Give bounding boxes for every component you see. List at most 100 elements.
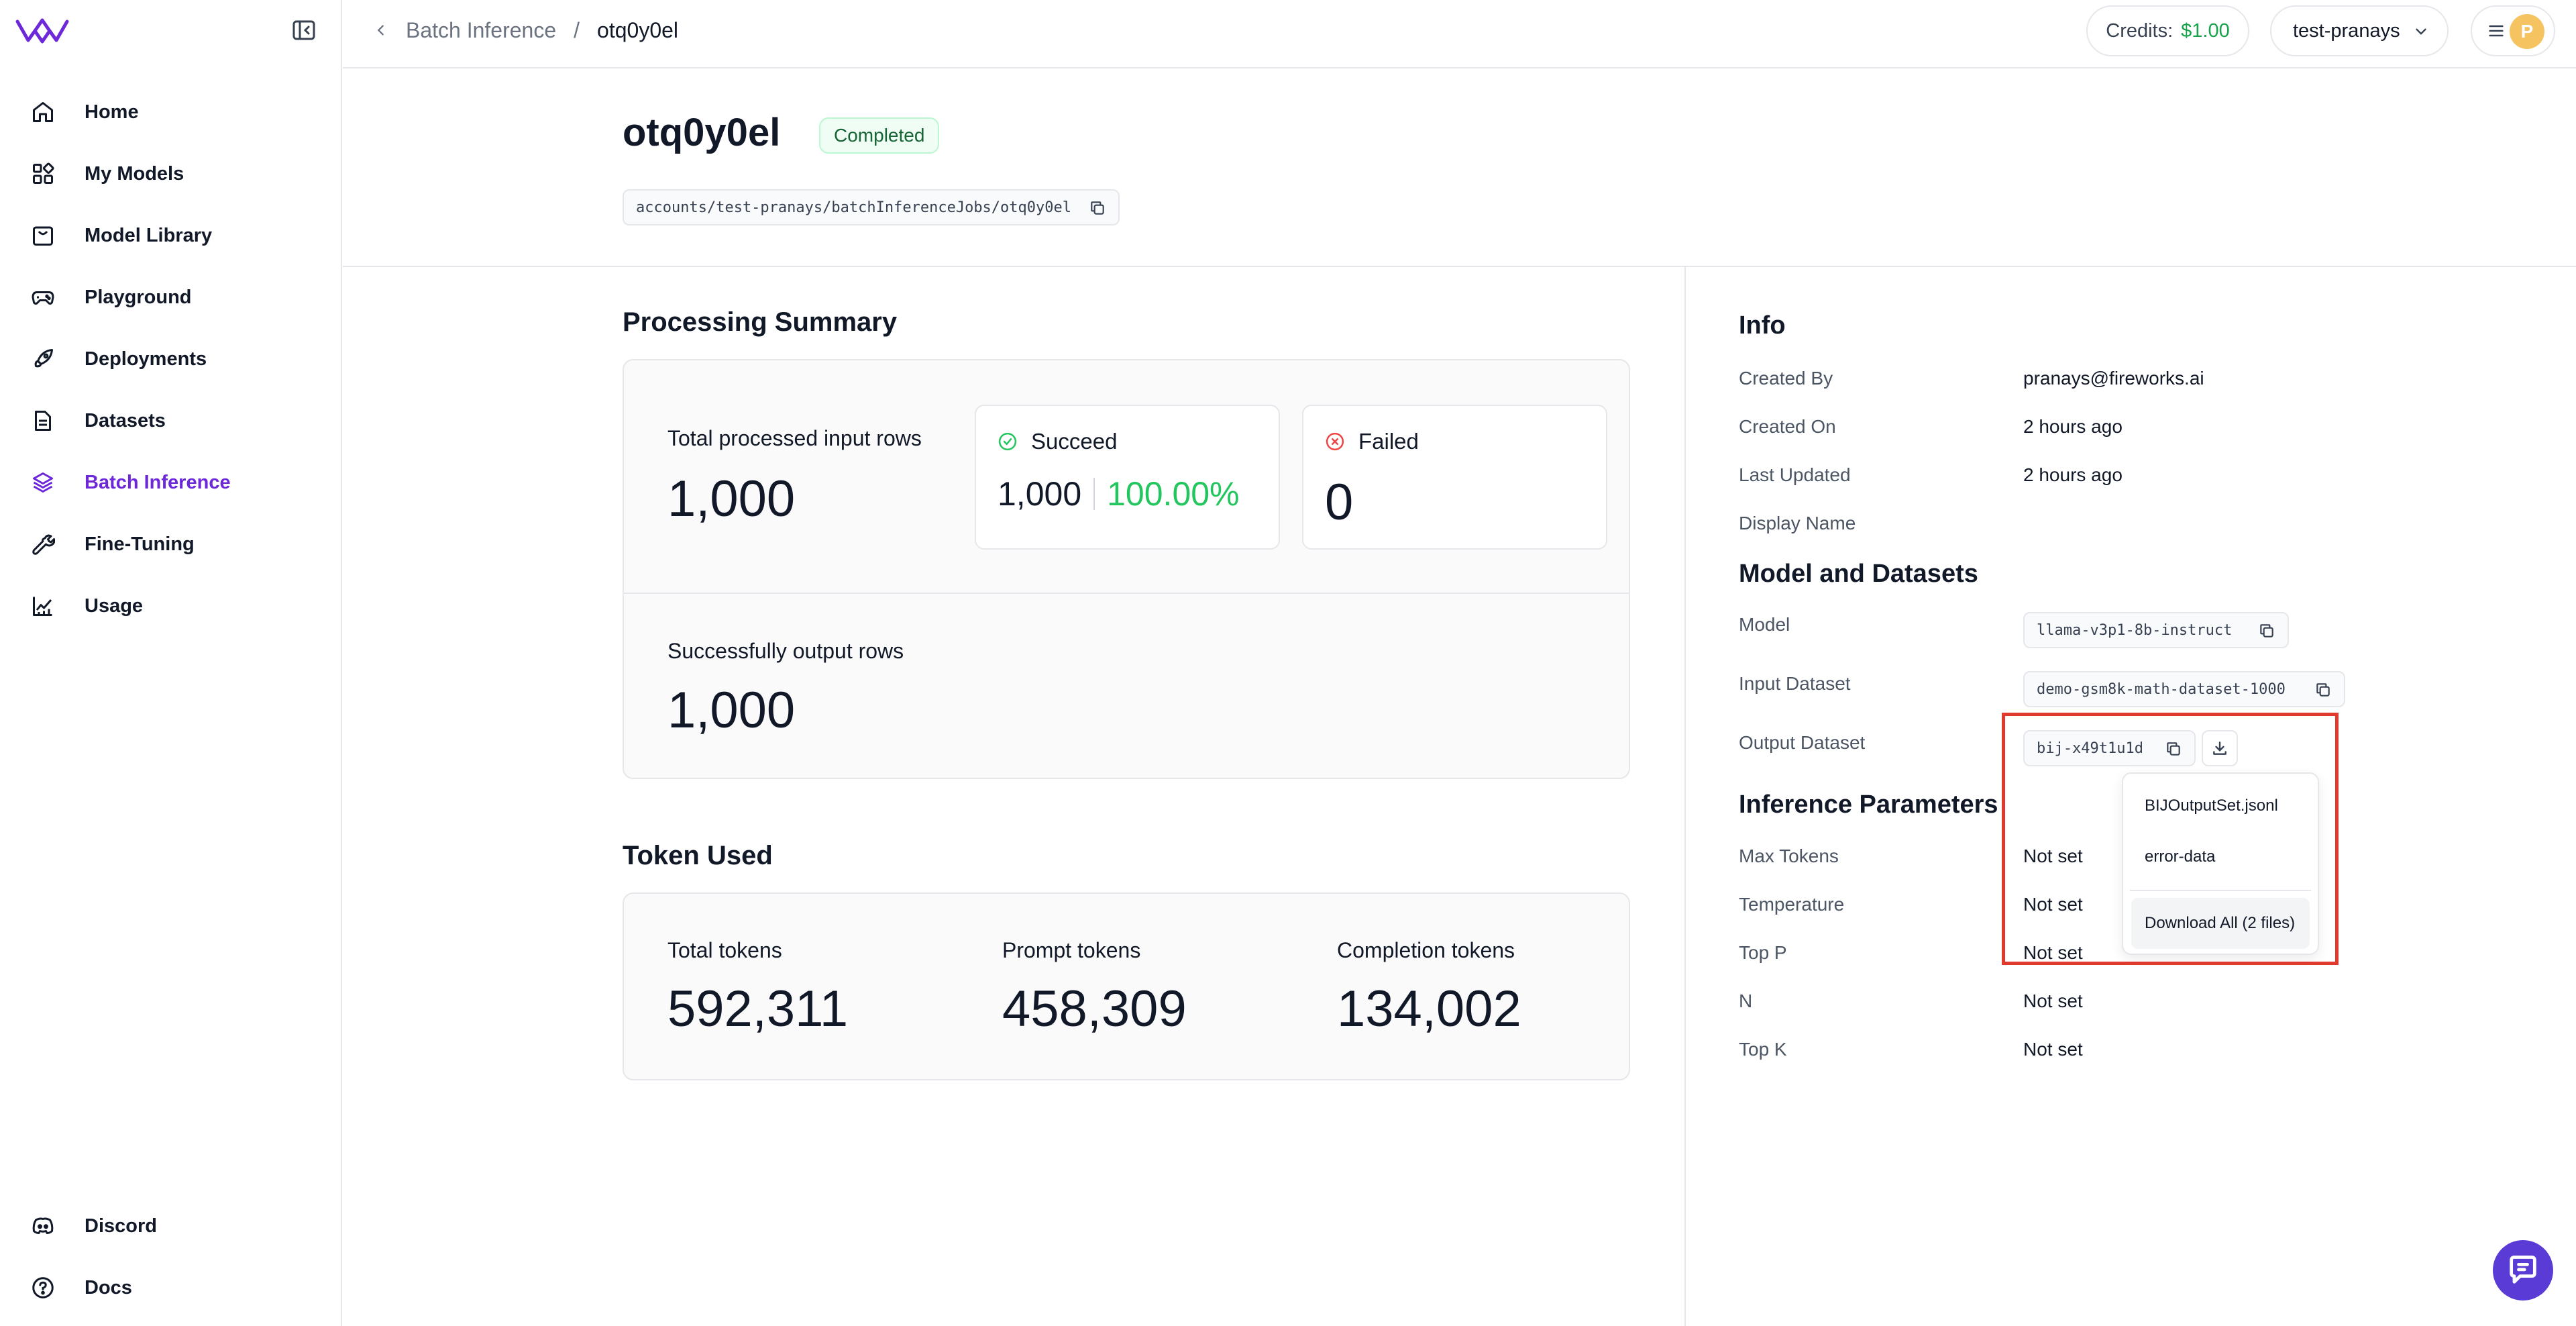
created-on-value: 2 hours ago <box>2023 416 2123 437</box>
succeed-percentage: 100.00% <box>1107 475 1240 513</box>
sidebar-item-playground[interactable]: Playground <box>0 266 342 328</box>
credits-button[interactable]: Credits: $1.00 <box>2086 5 2249 56</box>
sidebar-item-my-models[interactable]: My Models <box>0 143 342 205</box>
max-tokens-label: Max Tokens <box>1739 846 1839 866</box>
credits-value: $1.00 <box>2181 19 2230 42</box>
top-bar: Batch Inference / otq0y0el Credits: $1.0… <box>343 0 2576 68</box>
account-selector[interactable]: test-pranays <box>2270 5 2449 56</box>
sidebar-item-label: Discord <box>85 1215 157 1237</box>
chart-icon <box>30 593 56 619</box>
total-tokens-value: 592,311 <box>667 980 849 1037</box>
dropdown-item-output-file[interactable]: BIJOutputSet.jsonl <box>2145 797 2278 815</box>
token-used-title: Token Used <box>623 841 773 870</box>
fireworks-logo[interactable] <box>15 15 70 46</box>
token-used-card: Total tokens 592,311 Prompt tokens 458,3… <box>623 892 1630 1080</box>
n-value: Not set <box>2023 990 2083 1011</box>
sidebar-item-batch-inference[interactable]: Batch Inference <box>0 452 342 513</box>
download-button[interactable] <box>2202 730 2238 766</box>
sidebar-item-docs[interactable]: Docs <box>0 1257 342 1319</box>
copy-icon[interactable] <box>1089 199 1106 217</box>
support-chat-button[interactable] <box>2493 1240 2553 1300</box>
back-chevron-icon[interactable] <box>370 19 392 42</box>
dropdown-item-error-data[interactable]: error-data <box>2145 848 2216 866</box>
temperature-value: Not set <box>2023 894 2083 915</box>
processing-summary-card: Total processed input rows 1,000 Succeed… <box>623 359 1630 779</box>
inference-params-title: Inference Parameters <box>1739 790 1998 819</box>
copy-icon[interactable] <box>2258 622 2275 640</box>
chevron-down-icon <box>2416 28 2426 35</box>
input-dataset-label: Input Dataset <box>1739 673 1851 694</box>
total-rows-value: 1,000 <box>667 470 796 527</box>
help-icon <box>30 1274 56 1301</box>
home-icon <box>30 99 56 125</box>
credits-label: Credits: <box>2106 19 2174 42</box>
sidebar-item-label: Datasets <box>85 409 166 431</box>
job-header: otq0y0el Completed accounts/test-pranays… <box>343 68 2576 267</box>
input-dataset-chip: demo-gsm8k-math-dataset-1000 <box>2023 671 2345 707</box>
sidebar-item-label: Home <box>85 101 139 123</box>
download-dropdown-menu: BIJOutputSet.jsonl error-data Download A… <box>2122 772 2319 955</box>
sidebar-item-fine-tuning[interactable]: Fine-Tuning <box>0 513 342 575</box>
account-name: test-pranays <box>2293 19 2400 42</box>
wrench-icon <box>30 531 56 558</box>
chat-icon <box>2510 1256 2536 1284</box>
discord-icon <box>30 1213 56 1239</box>
resource-path: accounts/test-pranays/batchInferenceJobs… <box>623 189 1120 225</box>
failed-card: Failed 0 <box>1302 405 1607 550</box>
created-by-value: pranays@fireworks.ai <box>2023 368 2204 389</box>
model-value: llama-v3p1-8b-instruct <box>2037 621 2233 639</box>
output-rows-label: Successfully output rows <box>667 639 904 663</box>
sidebar: Home My Models Model Library Playground … <box>0 0 342 1326</box>
user-menu-button[interactable]: P <box>2471 5 2555 56</box>
right-panel-divider <box>1684 267 1686 1326</box>
rocket-icon <box>30 346 56 372</box>
processing-summary-title: Processing Summary <box>623 307 898 337</box>
prompt-tokens-label: Prompt tokens <box>1002 938 1141 962</box>
sidebar-item-usage[interactable]: Usage <box>0 575 342 637</box>
sidebar-item-label: Docs <box>85 1276 132 1298</box>
top-p-label: Top P <box>1739 942 1787 963</box>
output-dataset-value: bij-x49t1u1d <box>2037 740 2143 757</box>
sidebar-item-model-library[interactable]: Model Library <box>0 205 342 266</box>
sidebar-bottom-nav: Discord Docs <box>0 1195 342 1319</box>
resource-path-text: accounts/test-pranays/batchInferenceJobs… <box>636 199 1072 216</box>
sidebar-item-label: Deployments <box>85 348 207 370</box>
sidebar-item-label: Batch Inference <box>85 471 231 493</box>
output-rows-value: 1,000 <box>667 682 796 739</box>
display-name-label: Display Name <box>1739 513 1856 533</box>
hamburger-menu-icon <box>2489 25 2504 37</box>
page-title: otq0y0el <box>623 111 781 154</box>
sidebar-item-home[interactable]: Home <box>0 81 342 143</box>
sidebar-item-deployments[interactable]: Deployments <box>0 328 342 390</box>
sidebar-item-datasets[interactable]: Datasets <box>0 390 342 452</box>
top-k-value: Not set <box>2023 1039 2083 1060</box>
sidebar-item-discord[interactable]: Discord <box>0 1195 342 1257</box>
created-by-label: Created By <box>1739 368 1833 389</box>
temperature-label: Temperature <box>1739 894 1845 915</box>
collapse-sidebar-icon[interactable] <box>292 19 316 41</box>
top-p-value: Not set <box>2023 942 2083 963</box>
copy-icon[interactable] <box>2165 740 2182 758</box>
output-dataset-label: Output Dataset <box>1739 732 1866 753</box>
card-divider <box>624 593 1629 594</box>
divider <box>1093 478 1095 510</box>
breadcrumb-parent-link[interactable]: Batch Inference <box>406 17 557 42</box>
breadcrumb-separator: / <box>574 17 580 42</box>
prompt-tokens-value: 458,309 <box>1002 980 1187 1037</box>
output-dataset-chip: bij-x49t1u1d <box>2023 730 2196 766</box>
status-badge: Completed <box>819 117 940 154</box>
copy-icon[interactable] <box>2314 681 2332 699</box>
created-on-label: Created On <box>1739 416 1836 437</box>
completion-tokens-value: 134,002 <box>1337 980 1521 1037</box>
sidebar-item-label: Usage <box>85 595 144 617</box>
succeed-label: Succeed <box>1031 429 1118 454</box>
sidebar-nav: Home My Models Model Library Playground … <box>0 81 342 637</box>
annotation-highlight-box <box>2002 713 2339 965</box>
total-tokens-label: Total tokens <box>667 938 782 962</box>
failed-label: Failed <box>1358 429 1419 454</box>
gamepad-icon <box>30 284 56 311</box>
document-icon <box>30 407 56 434</box>
download-all-button[interactable]: Download All (2 files) <box>2131 898 2310 949</box>
model-chip: llama-v3p1-8b-instruct <box>2023 612 2289 648</box>
breadcrumb: Batch Inference / otq0y0el <box>370 0 678 60</box>
